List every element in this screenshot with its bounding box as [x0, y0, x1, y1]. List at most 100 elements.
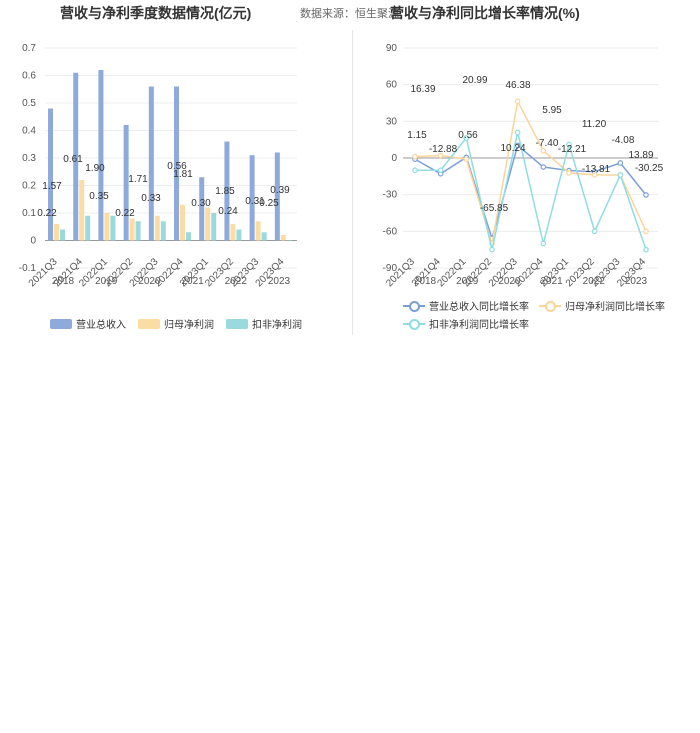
data-label: 0.22 [115, 208, 135, 219]
bar [135, 221, 141, 241]
legend-swatch-net-profit [138, 318, 160, 329]
bar [261, 232, 267, 241]
data-point [566, 170, 572, 176]
year-label: 2023 [268, 276, 291, 287]
data-point [540, 147, 547, 154]
legend-label-net-profit[interactable]: 归母净利润 [164, 320, 214, 331]
data-point [591, 228, 598, 235]
data-point [643, 192, 649, 198]
data-point [591, 172, 598, 178]
data-point [412, 167, 418, 174]
data-point [463, 156, 470, 163]
year-label: 2019 [95, 276, 118, 287]
bar [186, 232, 192, 241]
series-line [414, 144, 647, 242]
bar [205, 207, 211, 241]
y-tick-label: 0.6 [22, 71, 36, 82]
legend-label-net-profit-growth[interactable]: 归母净利润同比增长率 [565, 302, 665, 313]
year-label: 2021 [540, 276, 563, 287]
bar [73, 72, 79, 241]
bar [110, 215, 116, 241]
y-tick-label: -30 [383, 190, 398, 201]
year-label: 2018 [414, 276, 437, 287]
y-tick-label: 30 [386, 116, 398, 127]
bar [98, 70, 104, 241]
left-legend: 营业总收入 归母净利润 扣非净利润 [50, 316, 302, 331]
legend-label-deducted-profit[interactable]: 扣非净利润 [252, 320, 302, 331]
left-chart-title: 营收与净利季度数据情况(亿元) [60, 5, 252, 21]
y-tick-label: 0.4 [22, 126, 36, 137]
data-label: 10.24 [500, 143, 525, 154]
bar [199, 177, 205, 241]
year-label: 2023 [625, 276, 648, 287]
legend-swatch-net-profit-growth [539, 300, 561, 312]
data-point [540, 164, 547, 170]
data-label: -7.40 [536, 138, 559, 149]
data-point [643, 246, 649, 253]
bar [230, 224, 236, 241]
right-chart-title: 营收与净利同比增长率情况(%) [390, 5, 580, 21]
year-label: 2019 [456, 276, 479, 287]
bar [104, 213, 110, 241]
year-label: 2020 [498, 276, 521, 287]
legend-label-revenue-growth[interactable]: 营业总收入同比增长率 [429, 302, 529, 313]
data-point [643, 228, 649, 235]
data-label: -12.88 [429, 144, 458, 155]
data-label: 0.30 [191, 198, 211, 209]
data-label: 0.56 [167, 161, 187, 172]
data-point [412, 153, 418, 160]
bar [286, 240, 292, 241]
legend-swatch-revenue [50, 318, 72, 329]
data-label: 0.25 [259, 198, 279, 209]
bar [180, 204, 186, 241]
y-tick-label: 0 [391, 153, 397, 164]
y-tick-label: 0 [30, 236, 36, 247]
data-label: 5.95 [542, 105, 562, 116]
y-tick-label: 90 [386, 43, 398, 54]
bar [174, 86, 180, 241]
right-legend-row2: 扣非净利润同比增长率 [403, 316, 529, 331]
data-label: 16.39 [410, 84, 435, 95]
data-point [540, 240, 547, 247]
y-tick-label: 60 [386, 80, 398, 91]
chart-divider [352, 30, 353, 335]
legend-label-revenue[interactable]: 营业总收入 [76, 320, 126, 331]
y-tick-label: -0.1 [19, 263, 37, 274]
bar [280, 235, 286, 241]
data-label: 0.35 [89, 191, 109, 202]
y-tick-label: -90 [383, 263, 398, 274]
y-tick-label: 0.3 [22, 153, 36, 164]
data-label: 20.99 [462, 75, 487, 86]
bar [60, 229, 66, 241]
data-label: 0.56 [458, 130, 478, 141]
y-tick-label: -60 [383, 226, 398, 237]
data-label: 1.90 [85, 163, 105, 174]
year-label: 2020 [138, 276, 161, 287]
data-label: 13.89 [628, 150, 653, 161]
data-label: 46.38 [505, 80, 530, 91]
bar [249, 155, 255, 241]
data-point [437, 167, 444, 174]
y-tick-label: 0.5 [22, 98, 36, 109]
series-line [414, 99, 647, 244]
legend-label-deducted-profit-growth[interactable]: 扣非净利润同比增长率 [429, 320, 529, 331]
data-label: -65.85 [480, 203, 509, 214]
data-label: 0.22 [37, 208, 57, 219]
year-label: 2021 [181, 276, 204, 287]
data-label: 11.20 [582, 119, 607, 130]
year-label: 2022 [583, 276, 606, 287]
data-point [617, 160, 624, 166]
series-line [415, 132, 647, 250]
data-label: -30.25 [635, 163, 664, 174]
data-label: 1.15 [407, 130, 427, 141]
data-label: 0.39 [270, 185, 290, 196]
bar [160, 221, 166, 241]
bar [48, 108, 54, 241]
bar [211, 213, 217, 241]
data-label: 0.33 [141, 193, 161, 204]
bar [274, 152, 280, 241]
bar [54, 224, 60, 241]
bar [85, 215, 91, 241]
right-legend-row1: 营业总收入同比增长率 归母净利润同比增长率 [403, 298, 665, 313]
legend-swatch-deducted-profit-growth [403, 318, 425, 330]
